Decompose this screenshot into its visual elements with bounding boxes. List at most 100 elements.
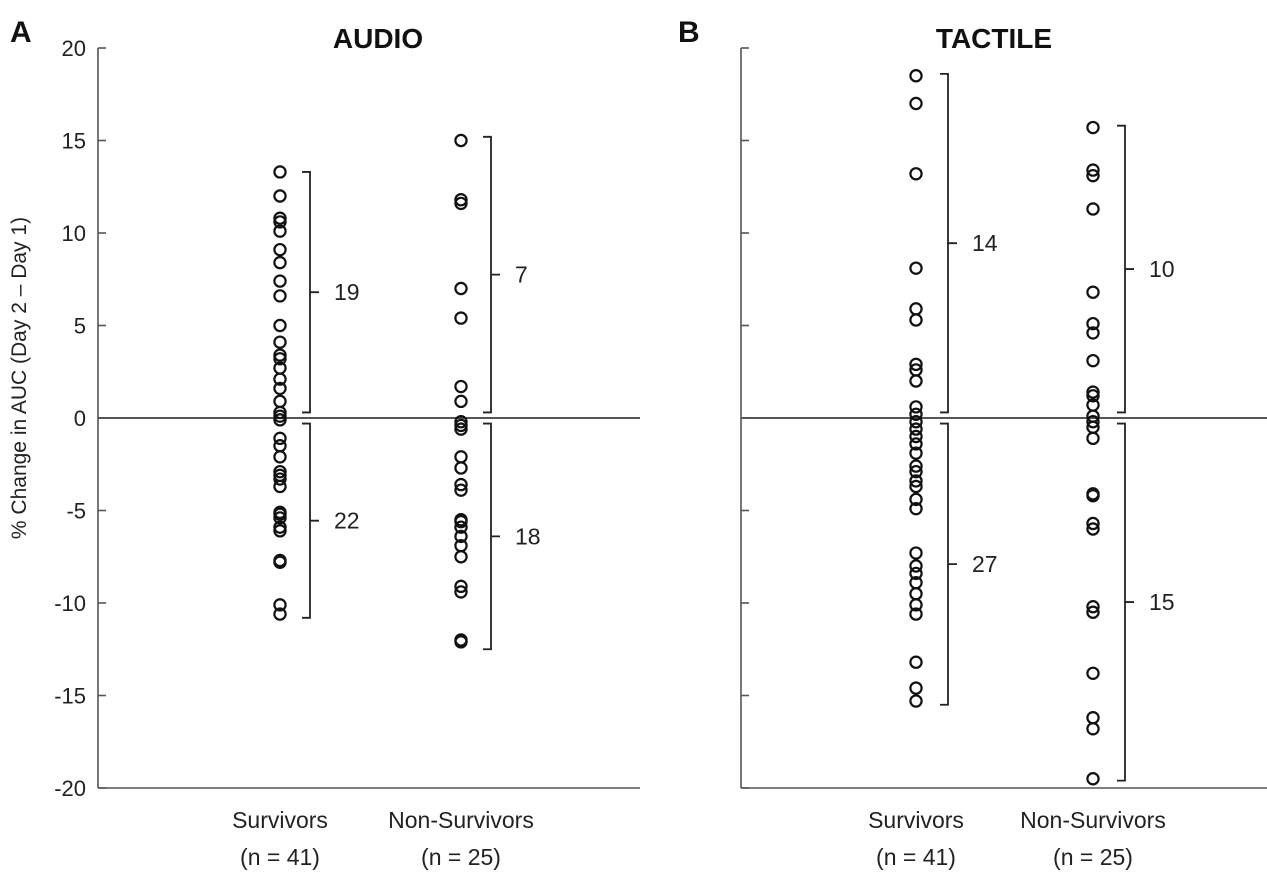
data-point	[273, 352, 287, 366]
group-bracket	[940, 422, 957, 706]
data-point	[909, 96, 923, 111]
data-point	[1086, 666, 1100, 681]
data-point	[273, 524, 287, 538]
category-count-label: (n = 25)	[421, 844, 501, 870]
data-point	[273, 255, 287, 270]
data-point	[909, 415, 923, 429]
group-count-label: 14	[972, 230, 998, 256]
group-bracket	[1117, 124, 1134, 414]
category-label: Survivors	[232, 807, 328, 833]
data-point	[909, 437, 923, 451]
y-tick-label: 5	[74, 314, 86, 339]
data-point	[273, 598, 287, 612]
data-point	[909, 566, 923, 581]
data-point	[273, 431, 287, 446]
category-label: Survivors	[868, 807, 964, 833]
y-tick-label: -5	[66, 499, 86, 524]
data-point	[273, 189, 287, 203]
data-point	[1086, 722, 1100, 736]
data-point	[273, 507, 287, 521]
data-point	[1086, 389, 1100, 403]
panel-a: A AUDIO 20 15 10 5 0 -5 -10 -15 -20 % Change in AUC…	[8, 16, 640, 870]
data-point	[1086, 163, 1100, 177]
chart-title: AUDIO	[333, 23, 423, 54]
data-point	[1086, 772, 1100, 786]
y-tick-label: 20	[62, 36, 86, 61]
data-point	[454, 133, 468, 148]
data-point	[909, 69, 923, 83]
data-point	[273, 242, 287, 257]
data-point	[909, 464, 923, 479]
panel-label: B	[678, 16, 700, 49]
data-point	[273, 405, 287, 420]
data-point	[454, 529, 468, 544]
data-point	[273, 348, 287, 362]
group-count-label: 7	[515, 262, 528, 288]
data-point	[1086, 168, 1100, 183]
data-point	[909, 492, 923, 507]
group-count-label: 15	[1149, 589, 1175, 615]
data-point	[454, 422, 468, 436]
panel-b: B TACTILE Survivors (n = 41) Non-Survivors (n…	[678, 16, 1267, 870]
data-point	[454, 514, 468, 529]
data-point	[1086, 385, 1100, 399]
group-bracket	[302, 422, 319, 619]
group-bracket	[302, 171, 319, 414]
data-point	[454, 192, 468, 207]
data-point	[909, 587, 923, 601]
panel-label: A	[10, 16, 32, 49]
y-tick-label: 10	[62, 221, 86, 246]
data-point	[1086, 711, 1100, 725]
data-point	[454, 394, 468, 409]
data-point	[273, 607, 287, 621]
data-point	[454, 579, 468, 594]
data-point	[273, 555, 287, 570]
data-point	[454, 311, 468, 325]
data-point	[1086, 605, 1100, 619]
data-point	[454, 379, 468, 394]
data-point	[454, 477, 468, 492]
data-point	[273, 472, 287, 486]
data-point	[909, 479, 923, 494]
data-point	[1086, 326, 1100, 340]
data-point	[909, 459, 923, 473]
data-point	[454, 461, 468, 475]
data-point	[909, 422, 923, 436]
data-point	[909, 167, 923, 181]
group-count-label: 27	[972, 551, 998, 577]
data-point	[273, 274, 287, 288]
data-point	[273, 211, 287, 225]
data-point	[273, 450, 287, 464]
group-bracket	[1117, 422, 1134, 782]
data-point	[454, 550, 468, 564]
data-point	[1086, 600, 1100, 614]
category-count-label: (n = 41)	[240, 844, 320, 870]
data-point	[454, 418, 468, 433]
category-count-label: (n = 41)	[876, 844, 956, 870]
data-point	[1086, 202, 1100, 216]
data-point	[273, 511, 287, 525]
data-point	[273, 165, 287, 179]
data-point	[273, 520, 287, 534]
data-point	[909, 546, 923, 560]
data-point	[273, 413, 287, 427]
data-point	[273, 335, 287, 349]
data-point	[1086, 516, 1100, 531]
data-point	[909, 655, 923, 669]
data-point	[909, 429, 923, 444]
data-point	[909, 598, 923, 612]
data-point	[1086, 316, 1100, 331]
data-point	[273, 479, 287, 494]
data-point	[909, 261, 923, 275]
data-point	[273, 409, 287, 423]
data-point	[1086, 285, 1100, 299]
data-point	[273, 394, 287, 409]
data-point	[909, 407, 923, 421]
data-point	[909, 374, 923, 388]
data-point	[909, 302, 923, 316]
data-point	[909, 681, 923, 695]
y-tick-label: -15	[54, 684, 86, 709]
data-point	[273, 372, 287, 386]
data-point	[273, 381, 287, 396]
